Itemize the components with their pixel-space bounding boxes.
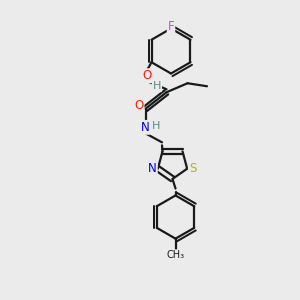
Text: CH₃: CH₃: [167, 250, 184, 260]
Text: N: N: [148, 162, 157, 175]
Text: N: N: [140, 121, 149, 134]
Text: H: H: [153, 81, 161, 91]
Text: O: O: [142, 69, 152, 82]
Text: O: O: [134, 99, 143, 112]
Text: S: S: [189, 162, 196, 175]
Text: F: F: [168, 20, 174, 33]
Text: H: H: [152, 121, 160, 131]
